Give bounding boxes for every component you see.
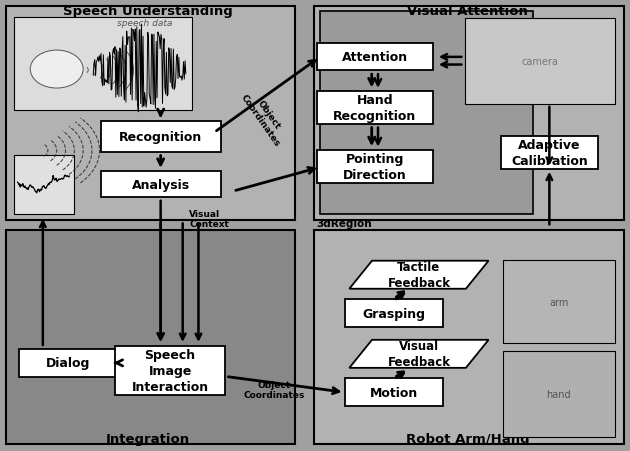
Polygon shape bbox=[349, 261, 489, 289]
Text: speech data: speech data bbox=[117, 19, 173, 28]
Circle shape bbox=[30, 51, 83, 89]
FancyBboxPatch shape bbox=[500, 137, 598, 170]
FancyBboxPatch shape bbox=[345, 378, 442, 406]
FancyBboxPatch shape bbox=[316, 92, 433, 124]
Text: arm: arm bbox=[549, 297, 568, 307]
Text: camera: camera bbox=[522, 57, 558, 67]
Text: Motion: Motion bbox=[370, 386, 418, 399]
Text: Integration: Integration bbox=[106, 432, 190, 445]
Text: head: head bbox=[46, 65, 67, 74]
Text: Visual
Feedback: Visual Feedback bbox=[387, 340, 450, 368]
Text: Hand
Recognition: Hand Recognition bbox=[333, 94, 416, 123]
FancyBboxPatch shape bbox=[115, 346, 226, 396]
Text: Tactile
Feedback: Tactile Feedback bbox=[387, 261, 450, 290]
FancyBboxPatch shape bbox=[14, 18, 192, 110]
Text: Speech Understanding: Speech Understanding bbox=[63, 5, 233, 18]
FancyBboxPatch shape bbox=[316, 151, 433, 183]
Text: Adaptive
Calibration: Adaptive Calibration bbox=[511, 139, 588, 168]
Polygon shape bbox=[349, 340, 489, 368]
FancyBboxPatch shape bbox=[6, 230, 295, 444]
Text: Attention: Attention bbox=[342, 51, 408, 64]
FancyBboxPatch shape bbox=[345, 299, 442, 327]
Text: Speech
Image
Interaction: Speech Image Interaction bbox=[132, 348, 209, 393]
Text: Pointing
Direction: Pointing Direction bbox=[343, 152, 407, 181]
FancyBboxPatch shape bbox=[316, 44, 433, 71]
Text: Dialog: Dialog bbox=[46, 357, 90, 369]
Text: Analysis: Analysis bbox=[132, 179, 190, 191]
Text: Object
Coordinates: Object Coordinates bbox=[243, 380, 305, 399]
FancyBboxPatch shape bbox=[314, 230, 624, 444]
Text: Visual Attention: Visual Attention bbox=[407, 5, 528, 18]
FancyBboxPatch shape bbox=[101, 172, 220, 198]
FancyBboxPatch shape bbox=[6, 7, 295, 221]
FancyBboxPatch shape bbox=[465, 19, 615, 105]
FancyBboxPatch shape bbox=[314, 7, 624, 221]
Text: Grasping: Grasping bbox=[362, 307, 425, 320]
Text: Visual
Context: Visual Context bbox=[189, 210, 229, 229]
FancyBboxPatch shape bbox=[503, 351, 615, 437]
Text: Object
Coordinates: Object Coordinates bbox=[239, 87, 290, 148]
FancyBboxPatch shape bbox=[320, 12, 533, 214]
FancyBboxPatch shape bbox=[101, 122, 220, 153]
FancyBboxPatch shape bbox=[503, 260, 615, 344]
Text: hand: hand bbox=[546, 389, 571, 399]
Text: 3dRegion: 3dRegion bbox=[316, 218, 372, 228]
Text: Robot Arm/Hand: Robot Arm/Hand bbox=[406, 432, 529, 445]
Text: Recognition: Recognition bbox=[119, 131, 202, 144]
FancyBboxPatch shape bbox=[19, 349, 117, 377]
FancyBboxPatch shape bbox=[14, 156, 74, 214]
